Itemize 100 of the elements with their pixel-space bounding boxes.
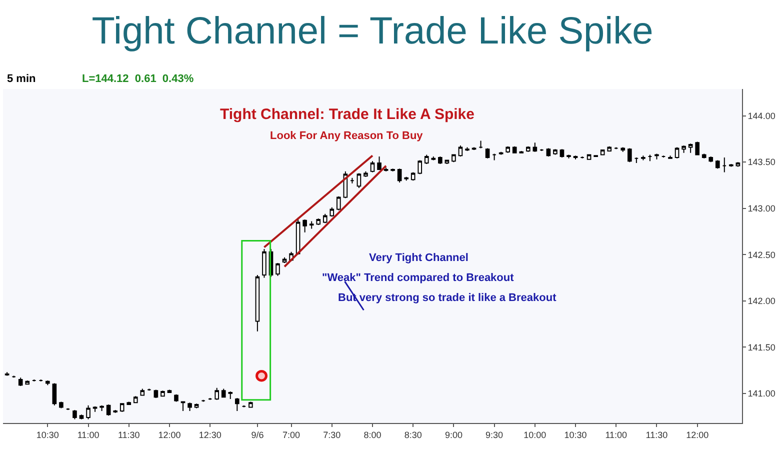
candlestick — [478, 140, 483, 149]
candlestick — [648, 154, 652, 162]
candlestick — [370, 160, 375, 173]
candlestick — [25, 380, 30, 385]
candlestick — [174, 394, 178, 402]
candlestick — [708, 156, 714, 163]
candlestick — [492, 153, 496, 161]
y-tick-label: 144.00 — [748, 110, 776, 121]
candlestick — [465, 146, 470, 152]
candlestick — [330, 206, 334, 218]
candlestick — [282, 256, 287, 264]
candlestick — [228, 391, 233, 400]
annotation: Very Tight Channel — [369, 252, 468, 264]
candlestick — [59, 401, 64, 409]
candlestick — [729, 163, 734, 168]
x-tick-label: 10:00 — [524, 430, 546, 440]
x-tick-label: 7:00 — [282, 430, 300, 440]
candlestick — [86, 404, 90, 420]
candlestick — [444, 160, 450, 164]
x-tick-label: 12:00 — [158, 430, 181, 440]
y-tick-label: 143.00 — [748, 204, 776, 214]
candlestick — [309, 220, 314, 230]
x-tick-label: 12:30 — [198, 430, 222, 440]
candlestick — [234, 398, 240, 412]
candlestick — [682, 144, 686, 154]
candlestick — [607, 146, 612, 152]
candlestick — [120, 403, 124, 412]
x-tick-label: 9:00 — [444, 430, 462, 440]
candlestick — [695, 141, 700, 156]
candlestick — [573, 155, 578, 160]
candlestick — [661, 155, 666, 158]
candlestick — [316, 218, 321, 226]
candlestick — [188, 402, 192, 412]
candlestick — [32, 379, 36, 382]
candlestick — [418, 160, 422, 175]
candlestick — [66, 408, 70, 411]
candlestick — [113, 410, 118, 414]
candlestick — [540, 148, 544, 152]
candlestick — [106, 404, 111, 416]
candlestick — [688, 143, 693, 154]
y-tick-label: 143.50 — [748, 157, 776, 168]
candlestick — [100, 404, 104, 412]
candlestick — [620, 146, 626, 152]
candlestick — [634, 156, 639, 164]
candlestick — [208, 398, 212, 400]
y-tick-label: 141.50 — [748, 342, 776, 352]
candlestick — [126, 401, 132, 405]
candlestick — [262, 248, 266, 278]
candlestick — [72, 410, 77, 420]
candlestick — [133, 396, 138, 404]
candlestick — [12, 375, 16, 378]
x-tick-label: 11:00 — [605, 430, 628, 440]
x-tick-label: 10:30 — [36, 430, 59, 440]
candlestick — [641, 155, 646, 161]
candlestick — [356, 172, 362, 188]
annotation: But very strong so trade it like a Breakout — [338, 292, 557, 304]
candlestick — [452, 154, 456, 163]
candlestick — [79, 414, 84, 420]
candlestick — [350, 177, 354, 184]
candlestick — [668, 155, 672, 159]
candlestick — [336, 196, 341, 211]
annotation: Look For Any Reason To Buy — [270, 130, 424, 142]
candlestick — [377, 156, 382, 170]
candlestick — [364, 170, 368, 178]
candlestick — [546, 148, 551, 158]
x-tick-label: 9:30 — [486, 430, 504, 440]
candlestick — [276, 262, 280, 276]
x-tick-label: 11:30 — [646, 430, 668, 440]
candlestick — [526, 146, 530, 152]
candlestick — [147, 388, 152, 392]
x-tick-label: 9/6 — [251, 430, 264, 440]
candlestick — [18, 377, 23, 386]
y-tick-label: 142.00 — [748, 296, 776, 306]
candlestick — [194, 403, 199, 409]
candlestick — [674, 146, 680, 159]
candlestick — [384, 167, 388, 172]
candlestick — [431, 156, 436, 161]
candlestick — [628, 148, 632, 163]
candlestick — [410, 172, 416, 182]
x-tick-label: 8:30 — [404, 430, 422, 440]
candlestick — [424, 154, 429, 164]
candlestick — [519, 150, 524, 154]
text: 5 min — [7, 73, 36, 85]
annotation: "Weak" Trend compared to Breakout — [322, 272, 514, 284]
candlestick — [404, 176, 408, 182]
candlestick — [52, 382, 57, 406]
candlestick — [654, 153, 659, 160]
candlestick — [322, 213, 328, 224]
x-tick-label: 12:00 — [686, 430, 709, 440]
text: L=144.12 0.61 0.43% — [82, 73, 194, 85]
candlestick — [438, 156, 442, 164]
candlestick — [390, 168, 395, 172]
candlestick — [46, 380, 50, 386]
candlestick — [512, 146, 517, 154]
candlestick — [702, 153, 706, 159]
candlestick — [160, 390, 165, 397]
candlestick — [214, 387, 220, 400]
x-tick-label: 11:00 — [77, 430, 100, 440]
candlestick — [560, 148, 564, 158]
annotation: Tight Channel: Trade It Like A Spike — [220, 106, 474, 123]
